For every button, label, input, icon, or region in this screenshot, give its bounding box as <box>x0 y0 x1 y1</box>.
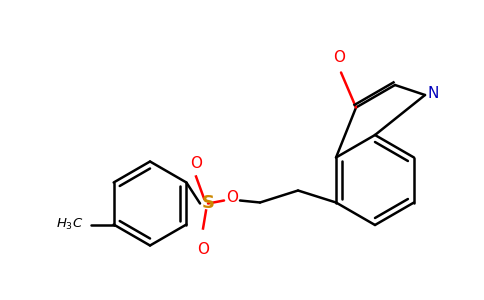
Text: O: O <box>190 155 202 170</box>
Text: O: O <box>226 190 238 205</box>
Text: N: N <box>427 85 439 100</box>
Text: S: S <box>201 194 214 212</box>
Text: O: O <box>197 242 209 256</box>
Text: $H_3C$: $H_3C$ <box>56 217 84 232</box>
Text: O: O <box>333 50 345 64</box>
